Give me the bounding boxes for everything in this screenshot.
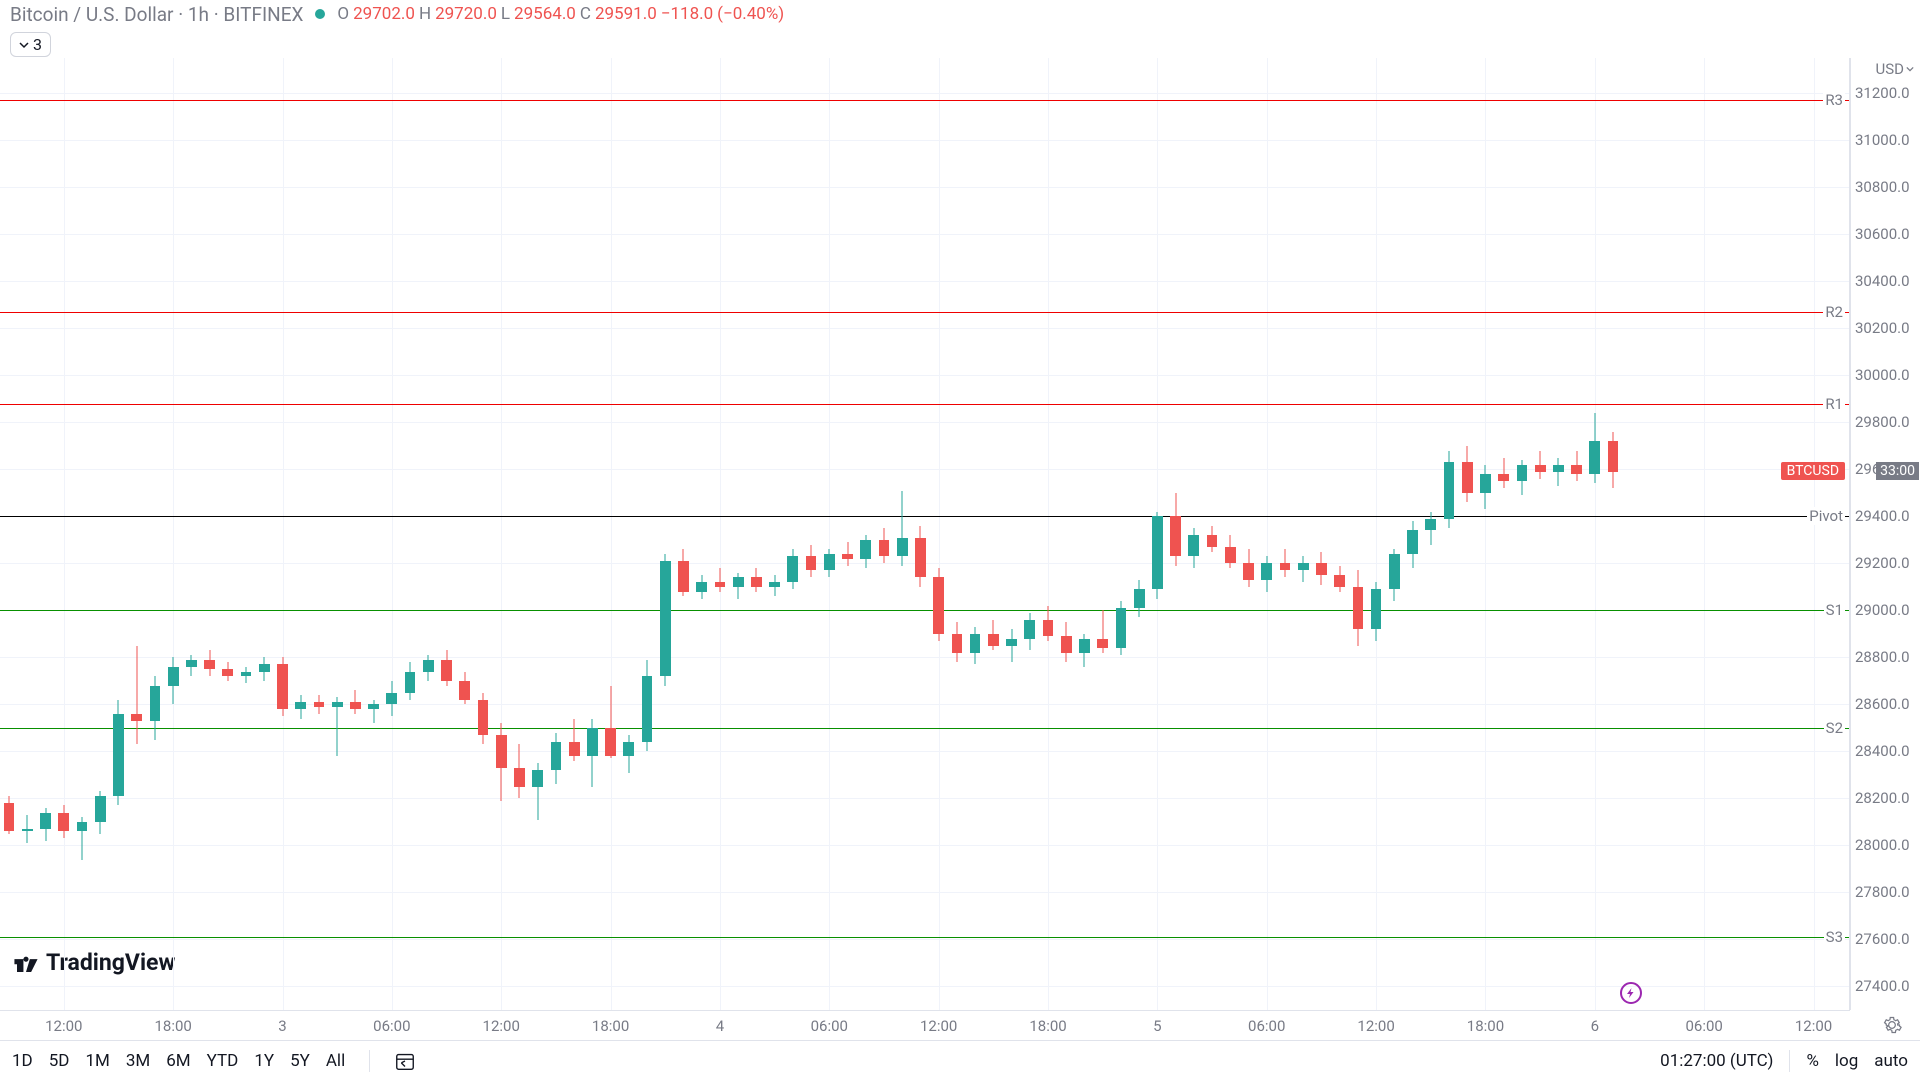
chevron-down-icon bbox=[1906, 65, 1914, 73]
currency-selector[interactable]: USD bbox=[1876, 60, 1914, 78]
indicator-toggle[interactable]: 3 bbox=[10, 32, 51, 57]
time-tick: 18:00 bbox=[1029, 1017, 1066, 1035]
chart-header: Bitcoin / U.S. Dollar · 1h · BITFINEX O2… bbox=[0, 0, 1920, 28]
time-tick: 06:00 bbox=[1248, 1017, 1285, 1035]
time-tick: 4 bbox=[716, 1017, 724, 1035]
footer-toolbar: 1D 5D 1M 3M 6M YTD 1Y 5Y All 01:27:00 (UTC) % lo… bbox=[0, 1040, 1920, 1080]
time-tick: 12:00 bbox=[920, 1017, 957, 1035]
time-tick: 6 bbox=[1591, 1017, 1599, 1035]
time-tick: 12:00 bbox=[45, 1017, 82, 1035]
percent-toggle[interactable]: % bbox=[1806, 1051, 1818, 1071]
range-3m[interactable]: 3M bbox=[126, 1051, 150, 1071]
pivot-line-s1[interactable]: S1 bbox=[0, 610, 1849, 611]
range-1y[interactable]: 1Y bbox=[254, 1051, 274, 1071]
tradingview-logo-icon bbox=[12, 954, 40, 972]
market-status-dot bbox=[315, 9, 325, 19]
range-5d[interactable]: 5D bbox=[49, 1051, 70, 1071]
time-tick: 18:00 bbox=[154, 1017, 191, 1035]
range-6m[interactable]: 6M bbox=[166, 1051, 190, 1071]
range-5y[interactable]: 5Y bbox=[290, 1051, 310, 1071]
chevron-down-icon bbox=[19, 40, 29, 50]
time-tick: 3 bbox=[278, 1017, 286, 1035]
time-tick: 18:00 bbox=[592, 1017, 629, 1035]
time-tick: 06:00 bbox=[373, 1017, 410, 1035]
price-chart[interactable]: TradingView 27400.027600.027800.028000.0… bbox=[0, 58, 1850, 1010]
time-tick: 12:00 bbox=[1357, 1017, 1394, 1035]
clock[interactable]: 01:27:00 (UTC) bbox=[1660, 1051, 1773, 1071]
time-tick: 06:00 bbox=[1685, 1017, 1722, 1035]
goto-date-icon[interactable] bbox=[394, 1050, 416, 1072]
axis-settings-icon[interactable] bbox=[1882, 1015, 1902, 1035]
pivot-line-s3[interactable]: S3 bbox=[0, 937, 1849, 938]
range-all[interactable]: All bbox=[326, 1051, 345, 1071]
range-1d[interactable]: 1D bbox=[12, 1051, 33, 1071]
ohlc-panel: O29702.0 H29720.0 L29564.0 C29591.0 −118… bbox=[337, 4, 784, 24]
time-axis[interactable]: 12:00 18:00 3 06:00 12:00 18:00 4 06:00 12:00 18:… bbox=[0, 1010, 1850, 1040]
time-tick: 06:00 bbox=[811, 1017, 848, 1035]
time-tick: 5 bbox=[1153, 1017, 1161, 1035]
range-ytd[interactable]: YTD bbox=[207, 1051, 239, 1071]
auto-toggle[interactable]: auto bbox=[1874, 1051, 1908, 1071]
pivot-line-r3[interactable]: R3 bbox=[0, 100, 1849, 101]
pivot-line-s2[interactable]: S2 bbox=[0, 728, 1849, 729]
pivot-line-pivot[interactable]: Pivot bbox=[0, 516, 1849, 517]
pivot-line-r2[interactable]: R2 bbox=[0, 312, 1849, 313]
time-tick: 18:00 bbox=[1467, 1017, 1504, 1035]
log-toggle[interactable]: log bbox=[1835, 1051, 1858, 1071]
tradingview-logo[interactable]: TradingView bbox=[12, 949, 175, 976]
pivot-line-r1[interactable]: R1 bbox=[0, 404, 1849, 405]
symbol-price-tag: BTCUSD bbox=[1781, 462, 1845, 480]
go-to-realtime-icon[interactable] bbox=[1620, 982, 1642, 1004]
range-1m[interactable]: 1M bbox=[85, 1051, 109, 1071]
symbol-title[interactable]: Bitcoin / U.S. Dollar · 1h · BITFINEX bbox=[10, 3, 303, 26]
time-tick: 12:00 bbox=[483, 1017, 520, 1035]
price-axis[interactable]: USD bbox=[1850, 58, 1920, 1010]
time-tick: 12:00 bbox=[1795, 1017, 1832, 1035]
